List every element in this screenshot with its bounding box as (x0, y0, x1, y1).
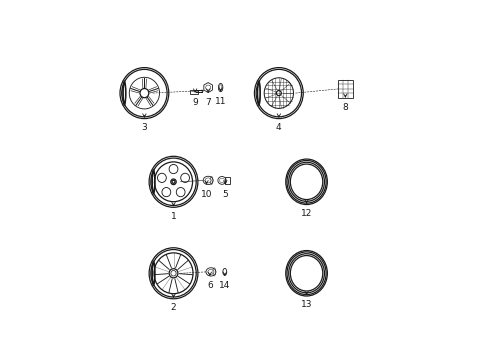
Bar (225, 176, 230, 184)
Text: 14: 14 (219, 281, 230, 290)
Text: 6: 6 (207, 281, 213, 290)
Text: 5: 5 (222, 190, 228, 199)
Text: 10: 10 (201, 190, 212, 199)
Text: 9: 9 (192, 98, 198, 107)
Bar (191, 90, 198, 94)
Text: 4: 4 (276, 123, 282, 132)
Text: 2: 2 (171, 303, 176, 312)
Bar (338, 80, 353, 98)
Text: 11: 11 (215, 97, 226, 106)
Text: 1: 1 (171, 212, 176, 221)
Text: 12: 12 (301, 209, 312, 218)
Text: 3: 3 (142, 123, 147, 132)
Text: 13: 13 (301, 301, 312, 310)
Text: 7: 7 (205, 98, 211, 107)
Text: 8: 8 (343, 103, 348, 112)
